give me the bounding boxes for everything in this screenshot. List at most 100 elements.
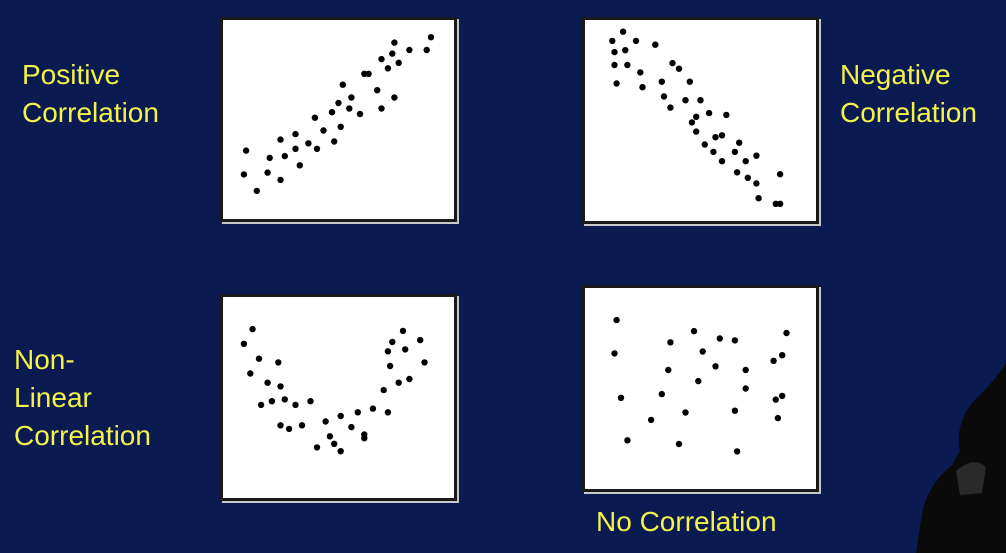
scatter-point bbox=[619, 28, 627, 35]
scatter-point bbox=[693, 113, 700, 121]
scatter-point bbox=[632, 37, 640, 45]
scatter-point bbox=[320, 127, 327, 134]
scatter-point bbox=[609, 37, 616, 45]
scatter-point bbox=[356, 110, 364, 118]
scatter-point bbox=[690, 327, 698, 335]
scatter-point bbox=[776, 200, 784, 207]
scatter-point bbox=[637, 69, 644, 76]
scatter-point bbox=[675, 65, 683, 72]
scatter-point bbox=[298, 422, 306, 429]
scatter-point bbox=[339, 81, 346, 88]
scatter-point bbox=[667, 104, 674, 111]
scatter-point bbox=[361, 435, 368, 442]
positive-correlation-svg bbox=[240, 34, 435, 195]
scatter-point bbox=[331, 138, 338, 145]
scatter-point bbox=[667, 339, 674, 346]
scatter-point bbox=[389, 338, 396, 346]
scatter-point bbox=[660, 93, 668, 100]
scatter-point bbox=[712, 134, 719, 141]
scatter-point bbox=[744, 174, 751, 181]
scatter-point bbox=[753, 152, 760, 159]
scatter-point bbox=[399, 327, 407, 335]
scatter-point bbox=[240, 340, 248, 347]
scatter-point bbox=[281, 152, 288, 160]
scatter-point bbox=[613, 316, 620, 324]
scatter-point bbox=[701, 141, 708, 148]
scatter-point bbox=[346, 105, 353, 112]
scatter-point bbox=[693, 128, 700, 135]
scatter-point bbox=[277, 176, 284, 184]
scatter-point bbox=[277, 383, 284, 390]
scatter-point bbox=[611, 61, 618, 69]
scatter-point bbox=[665, 366, 672, 374]
scatter-point bbox=[779, 352, 786, 359]
scatter-point bbox=[611, 350, 618, 357]
scatter-point bbox=[384, 409, 392, 416]
scatter-point bbox=[688, 119, 696, 126]
scatter-point bbox=[380, 386, 387, 394]
scatter-point bbox=[281, 396, 288, 403]
scatter-point bbox=[423, 46, 430, 54]
scatter-point bbox=[755, 195, 762, 202]
scatter-point bbox=[742, 385, 749, 392]
negative-correlation-plot bbox=[582, 17, 819, 224]
scatter-point bbox=[658, 390, 665, 398]
scatter-point bbox=[335, 99, 342, 107]
scatter-point bbox=[427, 34, 435, 41]
scatter-point bbox=[268, 398, 276, 405]
scatter-point bbox=[624, 437, 631, 444]
scatter-point bbox=[275, 359, 282, 366]
scatter-point bbox=[313, 444, 321, 451]
scatter-point bbox=[384, 348, 392, 355]
scatter-point bbox=[753, 180, 760, 187]
scatter-point bbox=[337, 123, 344, 130]
scatter-point bbox=[313, 145, 321, 152]
scatter-point bbox=[264, 169, 271, 176]
scatter-point bbox=[328, 109, 336, 116]
scatter-point bbox=[337, 412, 344, 420]
scatter-point bbox=[296, 162, 303, 169]
scatter-point bbox=[772, 396, 779, 403]
nonlinear-correlation-plot bbox=[220, 294, 457, 501]
scatter-point bbox=[378, 55, 385, 63]
scatter-point bbox=[277, 136, 284, 143]
scatter-point bbox=[718, 158, 726, 165]
scatter-point bbox=[348, 94, 355, 101]
scatter-point bbox=[389, 50, 396, 57]
scatter-point bbox=[639, 84, 646, 91]
scatter-point bbox=[374, 87, 381, 94]
scatter-point bbox=[736, 139, 743, 146]
negative-correlation-svg bbox=[609, 28, 784, 207]
scatter-point bbox=[247, 370, 254, 377]
scatter-point bbox=[292, 130, 299, 138]
scatter-point bbox=[249, 325, 256, 333]
positive-correlation-plot bbox=[220, 17, 457, 222]
scatter-point bbox=[695, 377, 702, 385]
scatter-point bbox=[658, 78, 665, 85]
scatter-point bbox=[731, 337, 739, 344]
scatter-point bbox=[402, 346, 409, 353]
scatter-point bbox=[391, 94, 398, 101]
scatter-point bbox=[731, 148, 739, 156]
scatter-point bbox=[733, 169, 741, 176]
scatter-point bbox=[378, 105, 385, 112]
scatter-point bbox=[742, 366, 749, 374]
scatter-point bbox=[253, 187, 260, 195]
no-correlation-plot bbox=[582, 285, 819, 492]
scatter-point bbox=[611, 48, 618, 56]
scatter-point bbox=[697, 97, 704, 104]
scatter-point bbox=[779, 392, 786, 400]
scatter-point bbox=[255, 355, 263, 362]
scatter-point bbox=[776, 171, 784, 178]
scatter-point bbox=[240, 171, 248, 178]
scatter-point bbox=[395, 59, 402, 66]
scatter-point bbox=[395, 379, 402, 386]
scatter-point bbox=[365, 70, 372, 77]
scatter-point bbox=[742, 158, 749, 165]
scatter-point bbox=[682, 97, 689, 104]
scatter-point bbox=[348, 423, 355, 431]
scatter-point bbox=[733, 448, 741, 455]
scatter-point bbox=[669, 59, 676, 67]
scatter-point bbox=[326, 433, 334, 440]
scatter-point bbox=[331, 440, 338, 447]
